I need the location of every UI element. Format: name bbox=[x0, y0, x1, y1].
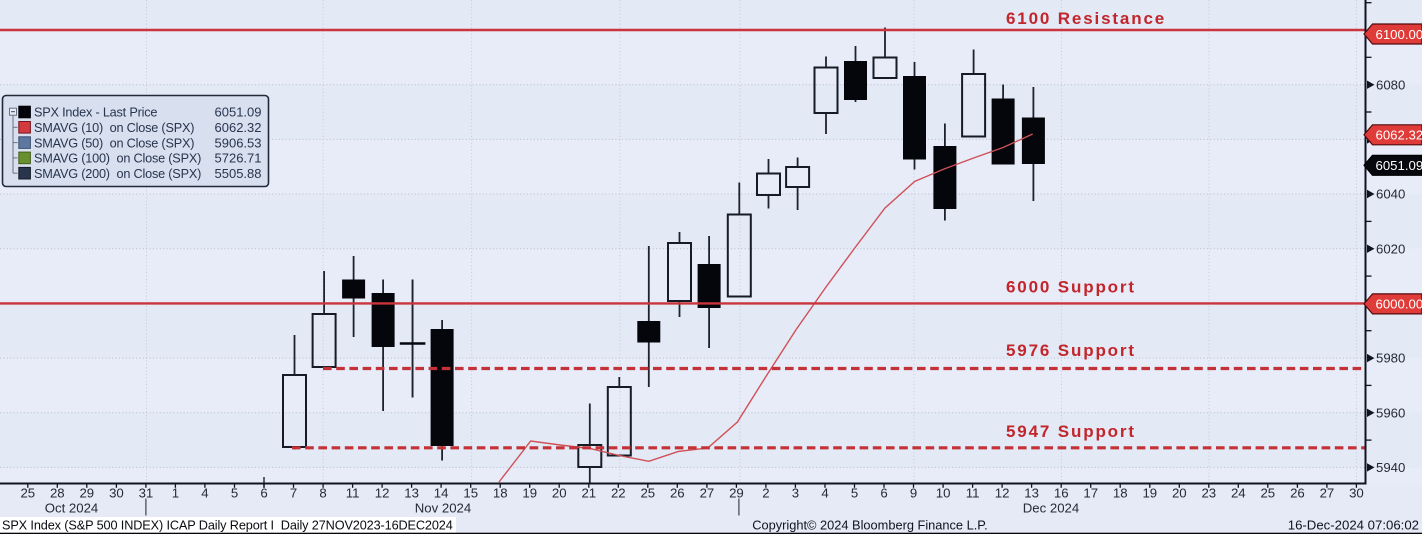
svg-text:5940: 5940 bbox=[1376, 460, 1405, 475]
svg-text:5505.88: 5505.88 bbox=[215, 166, 262, 181]
svg-text:6051.09: 6051.09 bbox=[1376, 158, 1422, 173]
svg-text:22: 22 bbox=[611, 486, 626, 501]
svg-text:6051.09: 6051.09 bbox=[215, 105, 262, 120]
svg-text:6040: 6040 bbox=[1376, 187, 1405, 202]
svg-text:20: 20 bbox=[1172, 486, 1187, 501]
svg-text:SPX Index (S&P 500 INDEX) ICAP: SPX Index (S&P 500 INDEX) ICAP Daily Rep… bbox=[2, 519, 453, 533]
svg-text:4: 4 bbox=[821, 486, 828, 501]
svg-text:7: 7 bbox=[290, 486, 297, 501]
svg-text:5947 Support: 5947 Support bbox=[1006, 422, 1136, 441]
svg-text:28: 28 bbox=[50, 486, 65, 501]
svg-text:27: 27 bbox=[1320, 486, 1335, 501]
svg-text:18: 18 bbox=[1113, 486, 1128, 501]
svg-text:3: 3 bbox=[792, 486, 799, 501]
svg-text:SMAVG (100) on Close (SPX): SMAVG (100) on Close (SPX) bbox=[34, 152, 201, 166]
svg-text:5726.71: 5726.71 bbox=[215, 151, 262, 166]
svg-text:Oct 2024: Oct 2024 bbox=[45, 501, 99, 516]
svg-text:21: 21 bbox=[581, 486, 596, 501]
svg-text:6020: 6020 bbox=[1376, 241, 1405, 256]
svg-text:5: 5 bbox=[851, 486, 858, 501]
svg-text:SMAVG (10) on Close (SPX): SMAVG (10) on Close (SPX) bbox=[34, 121, 194, 135]
svg-text:6100 Resistance: 6100 Resistance bbox=[1006, 9, 1166, 28]
svg-text:SMAVG (50) on Close (SPX): SMAVG (50) on Close (SPX) bbox=[34, 136, 194, 150]
svg-text:5980: 5980 bbox=[1376, 351, 1405, 366]
svg-text:5906.53: 5906.53 bbox=[215, 135, 262, 150]
svg-text:13: 13 bbox=[404, 486, 419, 501]
svg-text:20: 20 bbox=[552, 486, 567, 501]
svg-text:25: 25 bbox=[1260, 486, 1275, 501]
svg-text:Copyright© 2024 Bloomberg Fina: Copyright© 2024 Bloomberg Finance L.P. bbox=[752, 518, 987, 533]
svg-text:10: 10 bbox=[936, 486, 951, 501]
svg-text:18: 18 bbox=[493, 486, 508, 501]
svg-text:12: 12 bbox=[375, 486, 390, 501]
svg-text:29: 29 bbox=[79, 486, 94, 501]
svg-text:13: 13 bbox=[1024, 486, 1039, 501]
svg-text:1: 1 bbox=[172, 486, 179, 501]
svg-text:29: 29 bbox=[729, 486, 744, 501]
svg-text:26: 26 bbox=[1290, 486, 1305, 501]
svg-text:16-Dec-2024 07:06:02: 16-Dec-2024 07:06:02 bbox=[1288, 518, 1419, 533]
svg-text:30: 30 bbox=[109, 486, 124, 501]
svg-text:24: 24 bbox=[1231, 486, 1246, 501]
svg-text:2: 2 bbox=[762, 486, 769, 501]
svg-text:14: 14 bbox=[434, 486, 449, 501]
svg-text:30: 30 bbox=[1349, 486, 1364, 501]
svg-text:19: 19 bbox=[1142, 486, 1157, 501]
svg-text:Dec 2024: Dec 2024 bbox=[1023, 501, 1079, 516]
svg-text:4: 4 bbox=[201, 486, 208, 501]
svg-text:25: 25 bbox=[20, 486, 35, 501]
svg-text:19: 19 bbox=[522, 486, 537, 501]
svg-text:5: 5 bbox=[231, 486, 238, 501]
svg-text:6062.32: 6062.32 bbox=[215, 120, 262, 135]
svg-text:SMAVG (200) on Close (SPX): SMAVG (200) on Close (SPX) bbox=[34, 167, 201, 181]
svg-text:6000 Support: 6000 Support bbox=[1006, 277, 1136, 296]
svg-text:27: 27 bbox=[700, 486, 715, 501]
svg-text:6000.00: 6000.00 bbox=[1376, 297, 1422, 312]
svg-text:9: 9 bbox=[910, 486, 917, 501]
svg-text:6080: 6080 bbox=[1376, 77, 1405, 92]
svg-text:11: 11 bbox=[346, 486, 360, 501]
svg-text:15: 15 bbox=[463, 486, 478, 501]
svg-text:11: 11 bbox=[966, 486, 980, 501]
svg-text:25: 25 bbox=[640, 486, 655, 501]
svg-text:31: 31 bbox=[139, 486, 154, 501]
svg-text:17: 17 bbox=[1083, 486, 1098, 501]
svg-text:23: 23 bbox=[1201, 486, 1216, 501]
svg-text:12: 12 bbox=[995, 486, 1010, 501]
svg-text:6: 6 bbox=[260, 486, 267, 501]
svg-text:6: 6 bbox=[880, 486, 887, 501]
svg-text:16: 16 bbox=[1054, 486, 1069, 501]
svg-text:26: 26 bbox=[670, 486, 685, 501]
svg-text:8: 8 bbox=[319, 486, 326, 501]
svg-text:5960: 5960 bbox=[1376, 405, 1405, 420]
svg-text:6062.32: 6062.32 bbox=[1376, 128, 1422, 143]
svg-text:Nov 2024: Nov 2024 bbox=[415, 501, 471, 516]
svg-text:SPX Index - Last Price: SPX Index - Last Price bbox=[34, 106, 157, 120]
svg-text:6100.00: 6100.00 bbox=[1376, 27, 1422, 42]
svg-text:5976 Support: 5976 Support bbox=[1006, 341, 1136, 360]
